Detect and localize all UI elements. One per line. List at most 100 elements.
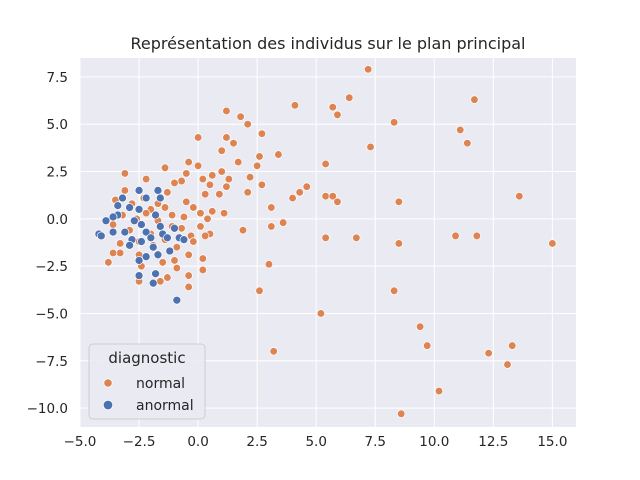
point-anormal (141, 252, 151, 262)
point-normal (423, 341, 432, 350)
point-normal (108, 248, 118, 258)
point-anormal (141, 193, 151, 203)
point-anormal (108, 212, 118, 222)
point-anormal (153, 186, 163, 195)
point-normal (120, 169, 130, 178)
point-normal (205, 180, 215, 189)
point-normal (243, 120, 252, 129)
point-normal (252, 161, 262, 171)
point-normal (243, 188, 252, 197)
point-anormal (129, 216, 139, 226)
point-normal (472, 231, 481, 241)
point-normal (198, 174, 207, 184)
point-normal (321, 191, 330, 201)
point-anormal (155, 222, 165, 231)
point-normal (116, 248, 125, 258)
point-normal (295, 188, 304, 197)
point-anormal (134, 271, 144, 280)
x-tick-label: −2.5 (123, 434, 156, 450)
point-normal (189, 237, 198, 246)
point-normal (288, 193, 297, 203)
legend-label-normal: normal (136, 376, 185, 392)
grid-layer (79, 58, 576, 427)
y-tick-label: 7.5 (47, 70, 68, 86)
point-normal (215, 190, 224, 199)
point-normal (364, 65, 373, 74)
point-normal (269, 347, 278, 356)
point-normal (321, 159, 330, 169)
point-normal (255, 152, 264, 161)
point-normal (234, 157, 243, 167)
point-normal (508, 341, 517, 350)
point-normal (184, 157, 193, 167)
point-normal (163, 188, 172, 197)
point-normal (189, 203, 198, 212)
point-normal (352, 233, 361, 242)
point-anormal (101, 216, 111, 226)
point-anormal (170, 223, 179, 233)
point-anormal (148, 278, 158, 288)
x-tick-label: 15.0 (537, 434, 567, 450)
point-normal (222, 182, 231, 191)
chart-title: Représentation des individus sur le plan… (131, 34, 526, 53)
x-tick-label: 12.5 (478, 434, 508, 450)
point-anormal (134, 205, 144, 214)
point-normal (201, 190, 210, 199)
point-normal (208, 171, 217, 180)
x-axis-ticks: −5.0 −2.5 0.0 2.5 5.0 7.5 10.0 12.5 15.0 (64, 434, 568, 450)
point-normal (179, 212, 189, 222)
point-normal (456, 125, 465, 135)
point-normal (503, 360, 512, 369)
point-normal (321, 233, 330, 242)
point-normal (345, 93, 354, 102)
point-normal (196, 209, 205, 218)
point-normal (219, 209, 229, 218)
point-anormal (155, 193, 165, 203)
point-normal (274, 150, 283, 159)
point-normal (104, 258, 113, 267)
x-tick-label: −5.0 (64, 434, 97, 450)
point-normal (193, 161, 203, 171)
legend-marker-normal (103, 378, 113, 388)
point-normal (290, 101, 300, 110)
point-anormal (134, 186, 144, 195)
y-tick-label: −5.0 (35, 306, 68, 322)
point-normal (196, 222, 205, 231)
point-anormal (120, 227, 130, 237)
point-anormal (151, 269, 160, 279)
point-normal (548, 239, 557, 248)
point-anormal (125, 203, 134, 212)
point-anormal (141, 227, 151, 237)
point-anormal (153, 250, 163, 260)
point-normal (236, 112, 245, 121)
point-normal (184, 271, 193, 280)
point-normal (238, 226, 248, 235)
point-normal (415, 322, 425, 331)
point-normal (198, 254, 207, 263)
point-normal (177, 224, 186, 233)
point-normal (163, 273, 172, 282)
point-normal (201, 231, 210, 241)
legend-marker-anormal (102, 399, 114, 411)
point-anormal (163, 233, 172, 243)
point-normal (394, 239, 404, 248)
point-normal (172, 263, 181, 273)
point-anormal (118, 193, 127, 203)
point-normal (257, 180, 267, 189)
scatter-points (94, 65, 557, 418)
point-normal (167, 210, 177, 220)
point-normal (141, 174, 151, 184)
point-normal (245, 173, 255, 182)
legend-title: diagnostic (108, 349, 185, 367)
point-normal (184, 250, 193, 259)
point-normal (316, 309, 326, 318)
point-normal (267, 222, 276, 231)
point-normal (255, 286, 264, 295)
point-normal (470, 95, 479, 104)
legend: diagnostic normal anormal (88, 343, 206, 420)
point-normal (198, 265, 207, 275)
point-normal (267, 203, 276, 212)
legend-box (88, 343, 206, 420)
point-normal (222, 106, 231, 116)
